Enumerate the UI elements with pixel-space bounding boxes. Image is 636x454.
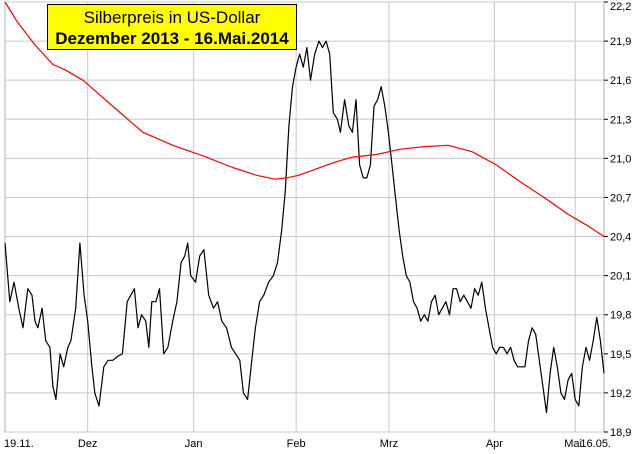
y-tick-label: 18,9 xyxy=(610,427,631,439)
moving-average-line xyxy=(4,1,605,238)
x-tick-label: Mrz xyxy=(380,438,398,450)
x-tick-label: Feb xyxy=(287,438,306,450)
x-tick-label: Apr xyxy=(486,438,503,450)
y-tick-label: 20,1 xyxy=(610,271,631,283)
chart-title: Silberpreis in US-Dollar xyxy=(83,8,261,27)
x-tick-label: Dez xyxy=(78,438,98,450)
chart-subtitle: Dezember 2013 - 16.Mai.2014 xyxy=(55,29,289,48)
y-axis: 22,2 21,9 21,6 21,3 21,0 20,7 20,4 20,1 19,8 19,5… xyxy=(604,1,631,439)
y-tick-label: 19,2 xyxy=(610,388,631,400)
x-tick-label: Mai xyxy=(564,438,582,450)
series-lines xyxy=(4,1,605,414)
x-tick-label: Jan xyxy=(185,438,203,450)
y-tick-label: 19,8 xyxy=(610,310,631,322)
y-tick-label: 21,0 xyxy=(610,153,631,165)
y-tick-label: 19,5 xyxy=(610,349,631,361)
y-tick-label: 21,3 xyxy=(610,114,631,126)
y-tick-label: 20,4 xyxy=(610,232,631,244)
grid-lines xyxy=(5,1,604,433)
x-tick-label: 16.05. xyxy=(580,438,611,450)
chart-title-box: Silberpreis in US-Dollar Dezember 2013 -… xyxy=(47,4,297,50)
y-tick-label: 21,9 xyxy=(610,36,631,48)
y-tick-label: 20,7 xyxy=(610,192,631,204)
price-line xyxy=(4,40,605,414)
y-tick-label: 21,6 xyxy=(610,75,631,87)
x-tick-label: 19.11. xyxy=(4,438,34,450)
y-tick-label: 22,2 xyxy=(610,1,631,13)
